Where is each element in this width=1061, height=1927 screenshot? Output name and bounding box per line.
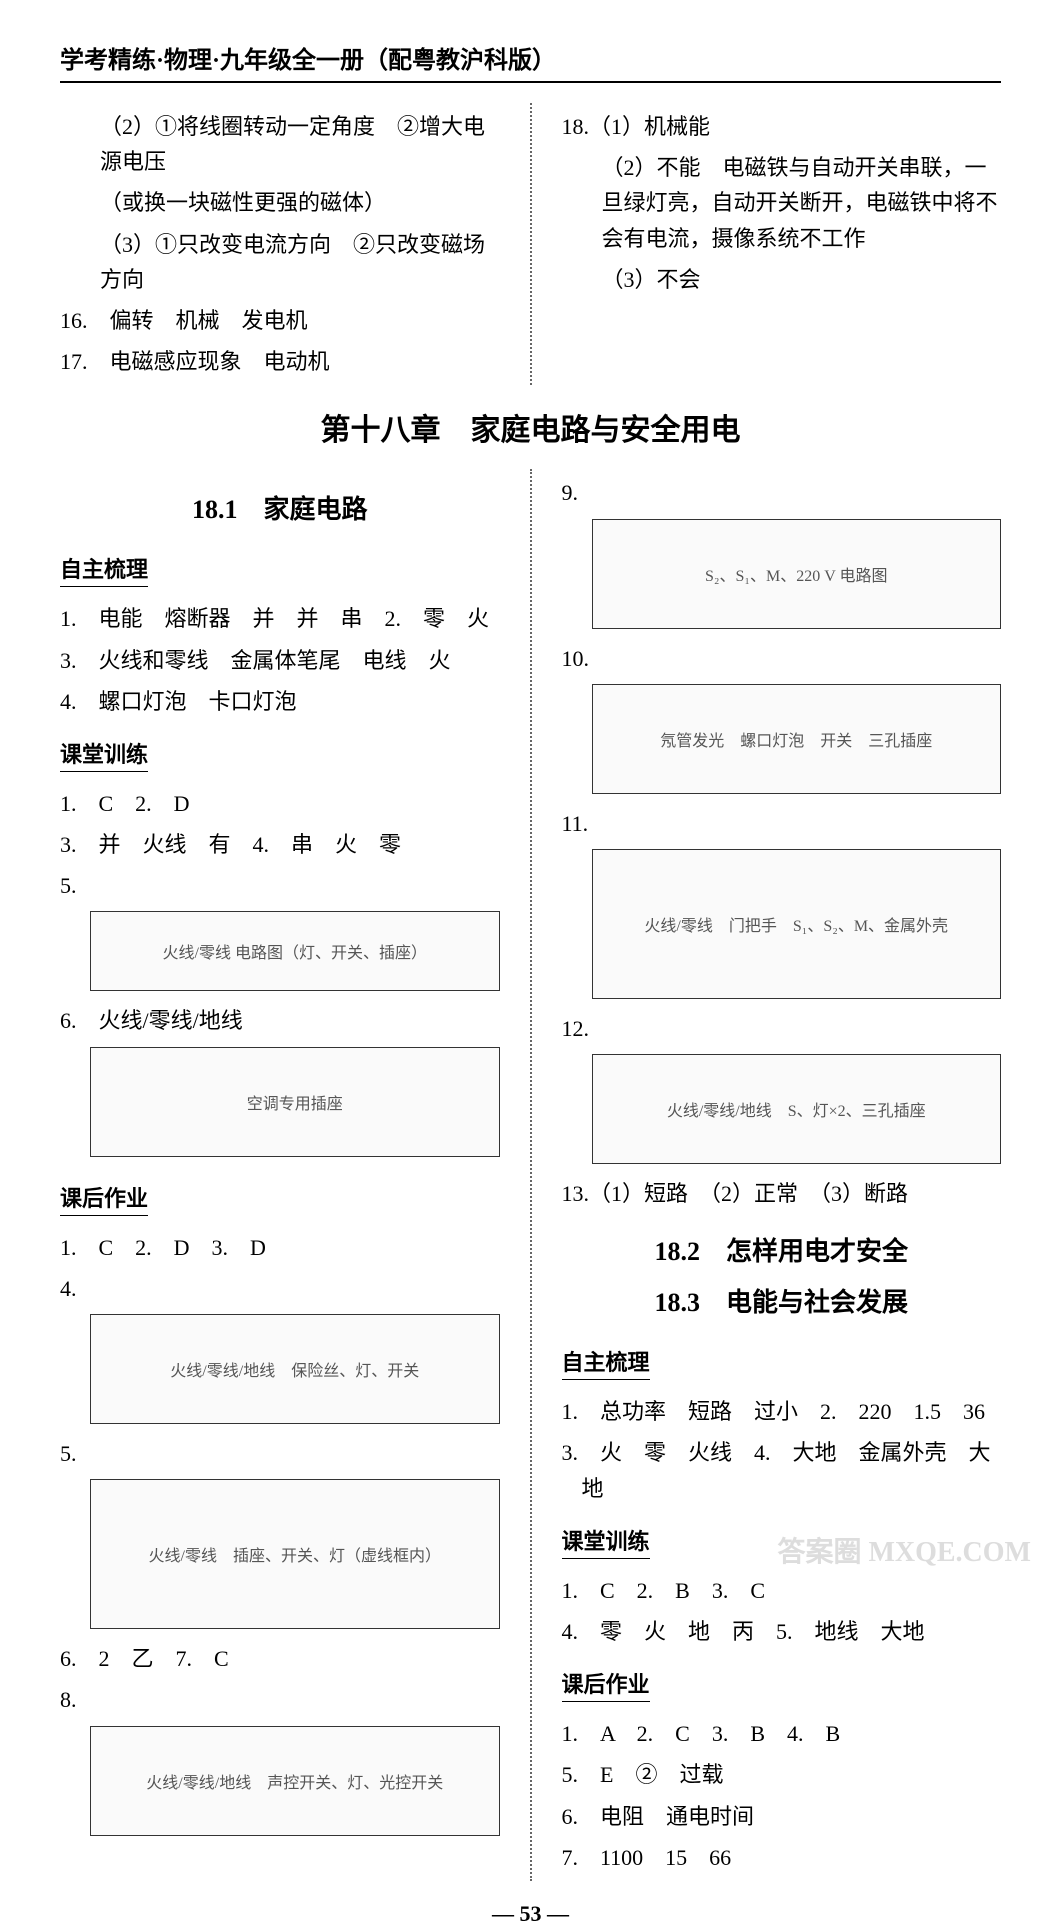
left-column: 18.1 家庭电路 自主梳理 1. 电能 熔断器 并 并 串 2. 零 火 3.…: [60, 469, 500, 1881]
h2-line-4: 7. 1100 15 66: [562, 1840, 1002, 1875]
k2-line-1: 1. C 2. B 3. C: [562, 1573, 1002, 1608]
ketang-heading: 课堂训练: [60, 737, 148, 772]
figure-kt5: 火线/零线 电路图（灯、开关、插座）: [90, 911, 500, 991]
z2-line-2: 3. 火 零 火线 4. 大地 金属外壳 大地: [562, 1435, 1002, 1505]
figure-kt6: 空调专用插座: [90, 1047, 500, 1157]
h2-line-1: 1. A 2. C 3. B 4. B: [562, 1716, 1002, 1751]
h-line-3: 5.: [60, 1436, 500, 1471]
section-18-2-title: 18.2 怎样用电才安全: [562, 1231, 1002, 1268]
zzsl2-heading: 自主梳理: [562, 1345, 650, 1380]
figure-h5: 火线/零线 插座、开关、灯（虚线框内）: [90, 1479, 500, 1629]
r-q11: 11.: [562, 806, 1002, 841]
z-line-3: 4. 螺口灯泡 卡口灯泡: [60, 684, 500, 719]
r-q13: 13.（1）短路 （2）正常 （3）断路: [562, 1176, 1002, 1211]
khzy2-heading: 课后作业: [562, 1667, 650, 1702]
figure-h8: 火线/零线/地线 声控开关、灯、光控开关: [90, 1726, 500, 1836]
page-number: — 53 —: [60, 1901, 1001, 1927]
r-q12: 12.: [562, 1011, 1002, 1046]
r-q9: 9.: [562, 475, 1002, 510]
page-header: 学考精练·物理·九年级全一册（配粤教沪科版）: [60, 40, 1001, 83]
top-left-l5: 17. 电磁感应现象 电动机: [60, 344, 500, 379]
figure-r9: S₂、S₁、M、220 V 电路图: [592, 519, 1002, 629]
h2-line-3: 6. 电阻 通电时间: [562, 1799, 1002, 1834]
k-line-3: 5.: [60, 868, 500, 903]
right-column: 9. S₂、S₁、M、220 V 电路图 10. 氖管发光 螺口灯泡 开关 三孔…: [562, 469, 1002, 1881]
top-left-l4: 16. 偏转 机械 发电机: [60, 303, 500, 338]
h-line-2: 4.: [60, 1271, 500, 1306]
k2-line-2: 4. 零 火 地 丙 5. 地线 大地: [562, 1614, 1002, 1649]
top-right-l2: （2）不能 电磁铁与自动开关串联，一旦绿灯亮，自动开关断开，电磁铁中将不会有电流…: [602, 150, 1002, 256]
k-line-1: 1. C 2. D: [60, 786, 500, 821]
top-left-l3: （3）①只改变电流方向 ②只改变磁场方向: [100, 227, 500, 297]
k-line-4: 6. 火线/零线/地线: [60, 1003, 500, 1038]
top-left-l2: （或换一块磁性更强的磁体）: [100, 185, 500, 220]
z-line-1: 1. 电能 熔断器 并 并 串 2. 零 火: [60, 601, 500, 636]
watermark: 答案圈 MXQE.COM: [777, 1536, 1031, 1570]
top-left-l1: （2）①将线圈转动一定角度 ②增大电源电压: [100, 109, 500, 179]
k-line-2: 3. 并 火线 有 4. 串 火 零: [60, 827, 500, 862]
ktxl2-heading: 课堂训练: [562, 1524, 650, 1559]
top-block: （2）①将线圈转动一定角度 ②增大电源电压 （或换一块磁性更强的磁体） （3）①…: [60, 103, 1001, 385]
z-line-2: 3. 火线和零线 金属体笔尾 电线 火: [60, 643, 500, 678]
section-18-3-title: 18.3 电能与社会发展: [562, 1282, 1002, 1319]
chapter-title: 第十八章 家庭电路与安全用电: [60, 405, 1001, 449]
h2-line-2: 5. E ② 过载: [562, 1757, 1002, 1792]
section-18-1-title: 18.1 家庭电路: [60, 489, 500, 526]
figure-r10: 氖管发光 螺口灯泡 开关 三孔插座: [592, 684, 1002, 794]
figure-r11: 火线/零线 门把手 S₁、S₂、M、金属外壳: [592, 849, 1002, 999]
divider-top: [530, 103, 532, 385]
main-block: 18.1 家庭电路 自主梳理 1. 电能 熔断器 并 并 串 2. 零 火 3.…: [60, 469, 1001, 1881]
h-line-4: 6. 2 乙 7. C: [60, 1641, 500, 1676]
divider-main: [530, 469, 532, 1881]
figure-h4: 火线/零线/地线 保险丝、灯、开关: [90, 1314, 500, 1424]
top-right-l3: （3）不会: [602, 262, 1002, 297]
h-line-5: 8.: [60, 1682, 500, 1717]
z2-line-1: 1. 总功率 短路 过小 2. 220 1.5 36: [562, 1394, 1002, 1429]
figure-r12: 火线/零线/地线 S、灯×2、三孔插座: [592, 1054, 1002, 1164]
kehou-heading: 课后作业: [60, 1181, 148, 1216]
zizhu-shuli-heading: 自主梳理: [60, 552, 148, 587]
h-line-1: 1. C 2. D 3. D: [60, 1230, 500, 1265]
r-q10: 10.: [562, 641, 1002, 676]
top-right-l1: 18.（1）机械能: [562, 109, 1002, 144]
